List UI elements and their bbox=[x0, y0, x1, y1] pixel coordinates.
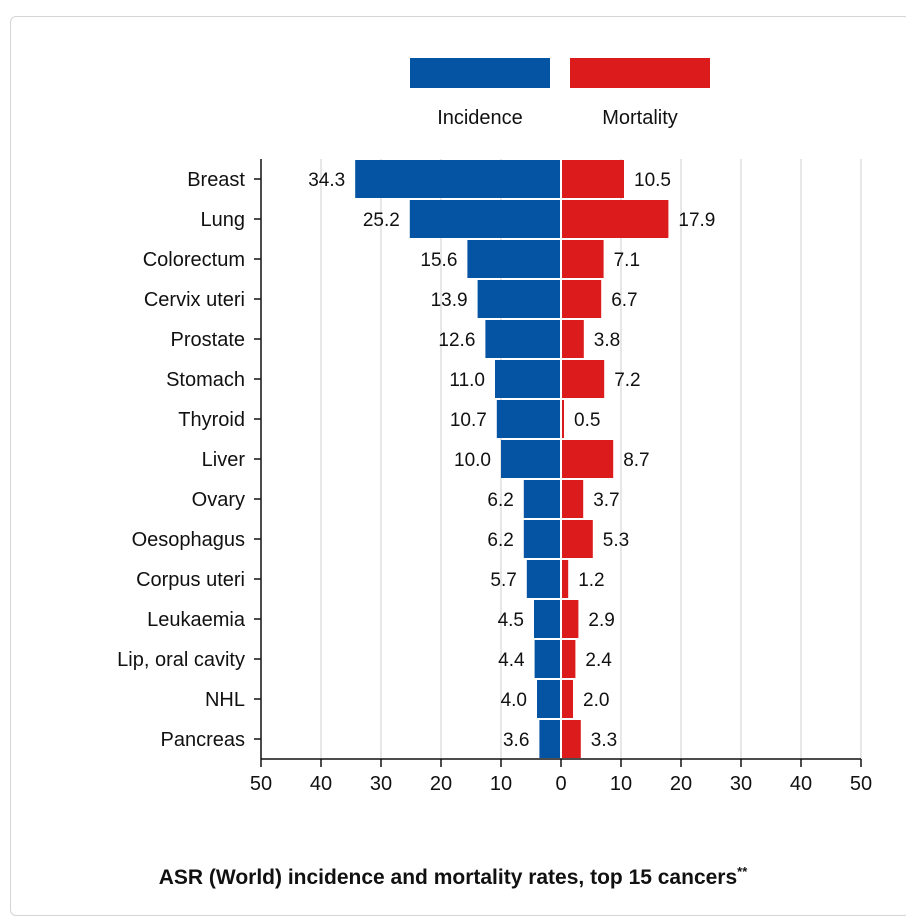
x-tick-label: 50 bbox=[850, 773, 872, 795]
x-tick-label: 20 bbox=[670, 773, 692, 795]
x-tick-label: 10 bbox=[490, 773, 512, 795]
incidence-bar bbox=[485, 320, 561, 358]
category-label: NHL bbox=[205, 689, 245, 711]
incidence-bar bbox=[355, 160, 561, 198]
mortality-value-label: 2.9 bbox=[588, 610, 614, 631]
incidence-value-label: 13.9 bbox=[431, 290, 468, 311]
x-tick-label: 50 bbox=[250, 773, 272, 795]
incidence-value-label: 6.2 bbox=[487, 530, 513, 551]
category-label: Ovary bbox=[192, 489, 245, 511]
incidence-bar bbox=[534, 600, 561, 638]
incidence-bar bbox=[534, 640, 561, 678]
incidence-bar bbox=[496, 400, 561, 438]
incidence-value-label: 4.5 bbox=[498, 610, 524, 631]
mortality-bar bbox=[561, 560, 569, 598]
legend-mortality-swatch bbox=[570, 58, 710, 88]
incidence-bar bbox=[523, 520, 561, 558]
x-tick-label: 0 bbox=[555, 773, 566, 795]
mortality-value-label: 7.1 bbox=[614, 250, 640, 271]
category-label: Colorectum bbox=[143, 249, 245, 271]
chart-title-text: ASR (World) incidence and mortality rate… bbox=[158, 866, 738, 889]
incidence-value-label: 4.0 bbox=[501, 690, 527, 711]
mortality-bar bbox=[561, 680, 573, 718]
x-tick-label: 40 bbox=[310, 773, 332, 795]
incidence-value-label: 4.4 bbox=[498, 650, 525, 671]
incidence-value-label: 10.7 bbox=[450, 410, 487, 431]
category-label: Stomach bbox=[166, 369, 245, 391]
category-label: Lung bbox=[201, 209, 246, 231]
incidence-value-label: 3.6 bbox=[503, 730, 529, 751]
mortality-value-label: 8.7 bbox=[623, 450, 649, 471]
x-tick-label: 10 bbox=[610, 773, 632, 795]
mortality-value-label: 3.7 bbox=[593, 490, 619, 511]
mortality-bar bbox=[561, 440, 614, 478]
incidence-bar bbox=[495, 360, 561, 398]
incidence-value-label: 34.3 bbox=[308, 170, 345, 191]
category-label: Prostate bbox=[171, 329, 245, 351]
x-tick-label: 30 bbox=[370, 773, 392, 795]
incidence-value-label: 6.2 bbox=[487, 490, 513, 511]
x-tick-label: 20 bbox=[430, 773, 452, 795]
incidence-value-label: 15.6 bbox=[420, 250, 457, 271]
mortality-bar bbox=[561, 200, 669, 238]
incidence-bar bbox=[501, 440, 561, 478]
category-label: Oesophagus bbox=[132, 529, 245, 551]
mortality-bar bbox=[561, 400, 564, 438]
mortality-value-label: 3.3 bbox=[591, 730, 617, 751]
incidence-value-label: 10.0 bbox=[454, 450, 491, 471]
mortality-value-label: 6.7 bbox=[611, 290, 637, 311]
incidence-bar bbox=[467, 240, 561, 278]
incidence-value-label: 12.6 bbox=[438, 330, 475, 351]
mortality-bar bbox=[561, 720, 581, 758]
mortality-bar bbox=[561, 480, 584, 518]
mortality-value-label: 7.2 bbox=[614, 370, 640, 391]
incidence-bar bbox=[537, 680, 561, 718]
legend-incidence-label: Incidence bbox=[437, 107, 523, 129]
mortality-bar bbox=[561, 640, 576, 678]
incidence-bar bbox=[523, 480, 561, 518]
x-tick-label: 40 bbox=[790, 773, 812, 795]
incidence-bar bbox=[409, 200, 561, 238]
mortality-value-label: 5.3 bbox=[603, 530, 629, 551]
category-label: Breast bbox=[187, 169, 245, 191]
incidence-bar bbox=[539, 720, 561, 758]
incidence-value-label: 25.2 bbox=[363, 210, 400, 231]
category-label: Leukaemia bbox=[147, 609, 246, 631]
category-label: Pancreas bbox=[161, 729, 246, 751]
mortality-value-label: 2.0 bbox=[583, 690, 609, 711]
mortality-bar bbox=[561, 160, 624, 198]
x-tick-label: 30 bbox=[730, 773, 752, 795]
mortality-bar bbox=[561, 280, 602, 318]
mortality-value-label: 10.5 bbox=[634, 170, 671, 191]
legend-mortality-label: Mortality bbox=[602, 107, 678, 129]
incidence-value-label: 11.0 bbox=[449, 370, 485, 391]
category-label: Corpus uteri bbox=[136, 569, 245, 591]
mortality-value-label: 2.4 bbox=[585, 650, 612, 671]
category-label: Liver bbox=[202, 449, 246, 471]
mortality-value-label: 3.8 bbox=[594, 330, 620, 351]
incidence-bar bbox=[526, 560, 561, 598]
category-label: Lip, oral cavity bbox=[117, 649, 245, 671]
mortality-bar bbox=[561, 320, 584, 358]
mortality-bar bbox=[561, 360, 605, 398]
chart-title-note: ** bbox=[737, 864, 748, 879]
mortality-bar bbox=[561, 240, 604, 278]
incidence-bar bbox=[477, 280, 561, 318]
legend-incidence-swatch bbox=[410, 58, 550, 88]
chart-title: ASR (World) incidence and mortality rate… bbox=[0, 864, 906, 890]
incidence-value-label: 5.7 bbox=[490, 570, 516, 591]
category-label: Thyroid bbox=[178, 409, 245, 431]
mortality-value-label: 17.9 bbox=[678, 210, 715, 231]
mortality-value-label: 0.5 bbox=[574, 410, 600, 431]
mortality-bar bbox=[561, 520, 593, 558]
mortality-value-label: 1.2 bbox=[578, 570, 604, 591]
mortality-bar bbox=[561, 600, 579, 638]
category-label: Cervix uteri bbox=[144, 289, 245, 311]
